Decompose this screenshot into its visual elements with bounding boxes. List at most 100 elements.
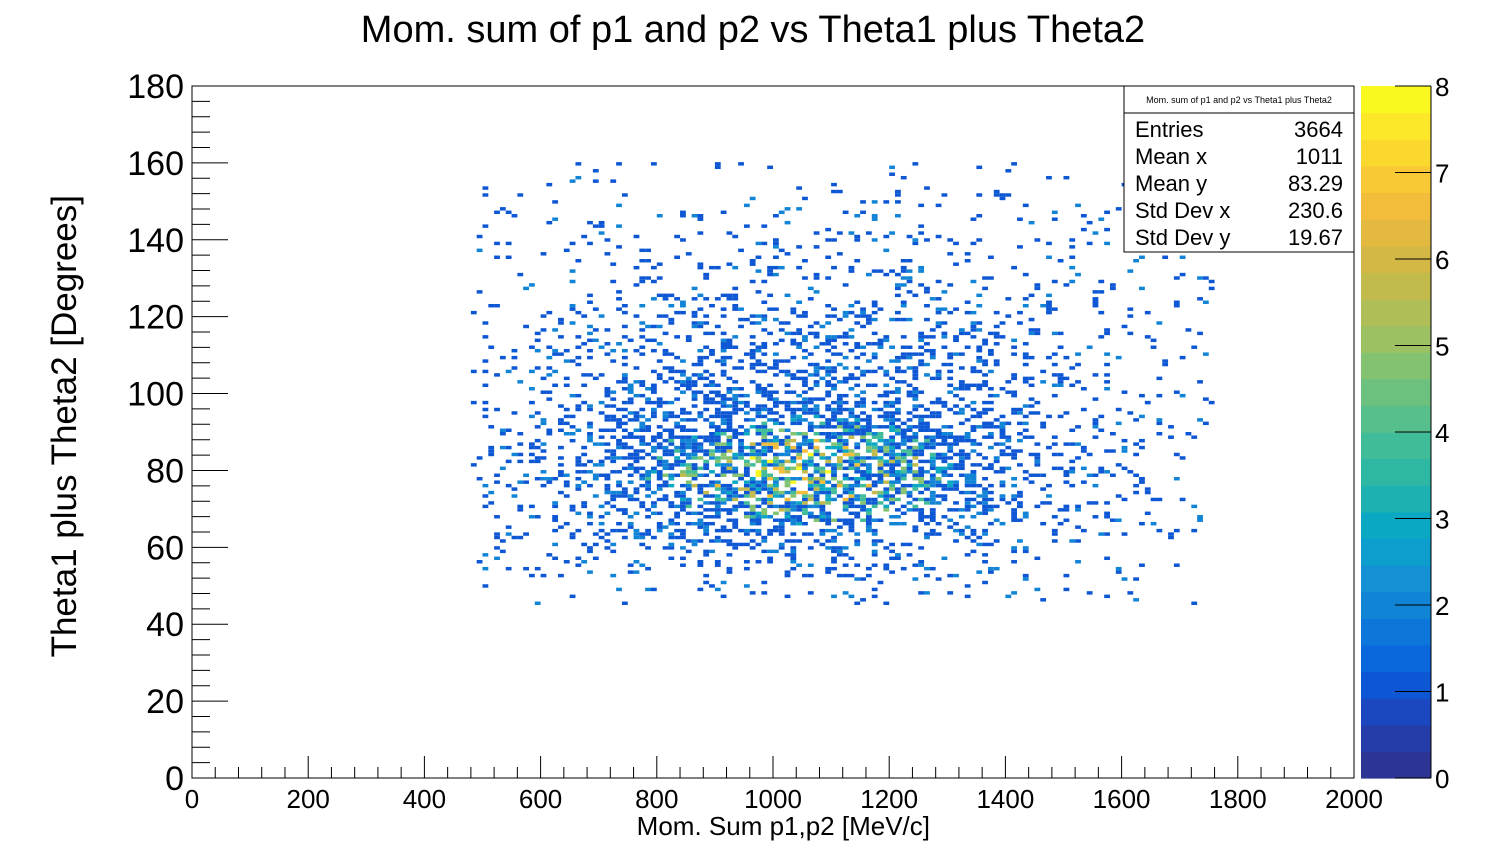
heatmap-cell — [1069, 539, 1076, 543]
heatmap-cell — [720, 528, 727, 533]
heatmap-cell — [743, 528, 750, 533]
heatmap-cell — [773, 549, 779, 554]
heatmap-cell — [1063, 376, 1070, 381]
heatmap-cell — [680, 556, 686, 561]
heatmap-cell — [929, 452, 936, 457]
heatmap-cell — [871, 445, 878, 450]
heatmap-cell — [819, 515, 826, 519]
heatmap-cell — [825, 494, 832, 498]
heatmap-cell — [854, 494, 861, 498]
heatmap-cell — [924, 566, 930, 571]
heatmap-cell — [732, 407, 739, 412]
heatmap-cell — [1046, 303, 1052, 308]
heatmap-cell — [482, 193, 489, 197]
x-tick-label: 2000 — [1325, 784, 1383, 814]
heatmap-cell — [895, 272, 901, 277]
heatmap-cell — [778, 521, 785, 526]
heatmap-cell — [738, 324, 744, 329]
heatmap-cell — [1034, 328, 1041, 332]
heatmap-cell — [860, 369, 866, 374]
heatmap-cell — [656, 214, 663, 218]
heatmap-cell — [929, 480, 936, 484]
heatmap-cell — [1191, 504, 1198, 509]
heatmap-cell — [645, 476, 651, 481]
heatmap-cell — [773, 272, 779, 277]
heatmap-cell — [749, 259, 756, 263]
heatmap-cell — [947, 445, 954, 450]
heatmap-cell — [802, 390, 808, 394]
heatmap-cell — [790, 476, 797, 481]
heatmap-cell — [970, 549, 977, 554]
heatmap-cell — [662, 297, 669, 301]
heatmap-cell — [563, 414, 570, 419]
heatmap-cell — [999, 480, 1006, 484]
heatmap-cell — [813, 366, 820, 370]
heatmap-cell — [889, 172, 896, 176]
heatmap-cell — [563, 521, 570, 526]
heatmap-cell — [726, 428, 733, 432]
heatmap-cell — [610, 459, 617, 464]
heatmap-cell — [819, 397, 826, 401]
heatmap-cell — [906, 459, 913, 464]
heatmap-cell — [889, 445, 896, 450]
heatmap-cell — [924, 303, 930, 308]
heatmap-cell — [709, 452, 715, 457]
heatmap-cell — [761, 515, 768, 519]
heatmap-cell — [563, 480, 570, 484]
heatmap-cell — [790, 355, 797, 360]
heatmap-cell — [1034, 473, 1041, 477]
heatmap-cell — [621, 348, 628, 353]
heatmap-cell — [1005, 466, 1012, 471]
heatmap-cell — [958, 421, 965, 426]
heatmap-cell — [784, 383, 791, 388]
heatmap-cell — [767, 528, 773, 533]
heatmap-cell — [691, 539, 698, 543]
heatmap-cell — [842, 342, 849, 346]
heatmap-cell — [918, 359, 925, 363]
heatmap-cell — [976, 165, 983, 170]
heatmap-cell — [761, 480, 768, 484]
heatmap-cell — [604, 390, 611, 394]
heatmap-cell — [499, 466, 506, 471]
heatmap-cell — [790, 560, 797, 564]
heatmap-cell — [1104, 511, 1110, 516]
heatmap-cell — [598, 435, 605, 439]
heatmap-cell — [767, 532, 773, 536]
heatmap-cell — [662, 331, 669, 336]
heatmap-cell — [895, 397, 901, 401]
heatmap-cell — [796, 376, 803, 381]
heatmap-cell — [743, 504, 750, 509]
heatmap-cell — [831, 594, 837, 599]
heatmap-cell — [889, 165, 896, 170]
heatmap-cell — [726, 494, 733, 498]
heatmap-cell — [1034, 238, 1041, 242]
heatmap-cell — [627, 494, 634, 498]
heatmap-cell — [854, 355, 861, 360]
heatmap-cell — [714, 504, 721, 509]
heatmap-cell — [691, 435, 698, 439]
heatmap-cell — [871, 214, 878, 218]
heatmap-cell — [935, 397, 942, 401]
heatmap-cell — [575, 476, 582, 481]
heatmap-cell — [918, 480, 925, 484]
heatmap-cell — [1063, 573, 1070, 578]
heatmap-cell — [790, 411, 797, 415]
heatmap-cell — [720, 404, 727, 408]
heatmap-cell — [854, 470, 861, 474]
heatmap-cell — [964, 345, 971, 349]
heatmap-cell — [825, 566, 832, 571]
heatmap-cell — [1115, 407, 1122, 412]
heatmap-cell — [674, 335, 681, 339]
heatmap-cell — [743, 459, 750, 464]
heatmap-cell — [1051, 452, 1058, 457]
heatmap-cell — [680, 418, 686, 422]
heatmap-cell — [761, 483, 768, 488]
heatmap-cell — [941, 400, 948, 405]
heatmap-cell — [645, 428, 651, 432]
heatmap-cell — [807, 487, 814, 491]
heatmap-cell — [1179, 497, 1186, 502]
heatmap-cell — [836, 421, 843, 426]
heatmap-cell — [796, 207, 803, 211]
color-scale-label: 2 — [1435, 591, 1449, 621]
heatmap-cell — [836, 397, 843, 401]
